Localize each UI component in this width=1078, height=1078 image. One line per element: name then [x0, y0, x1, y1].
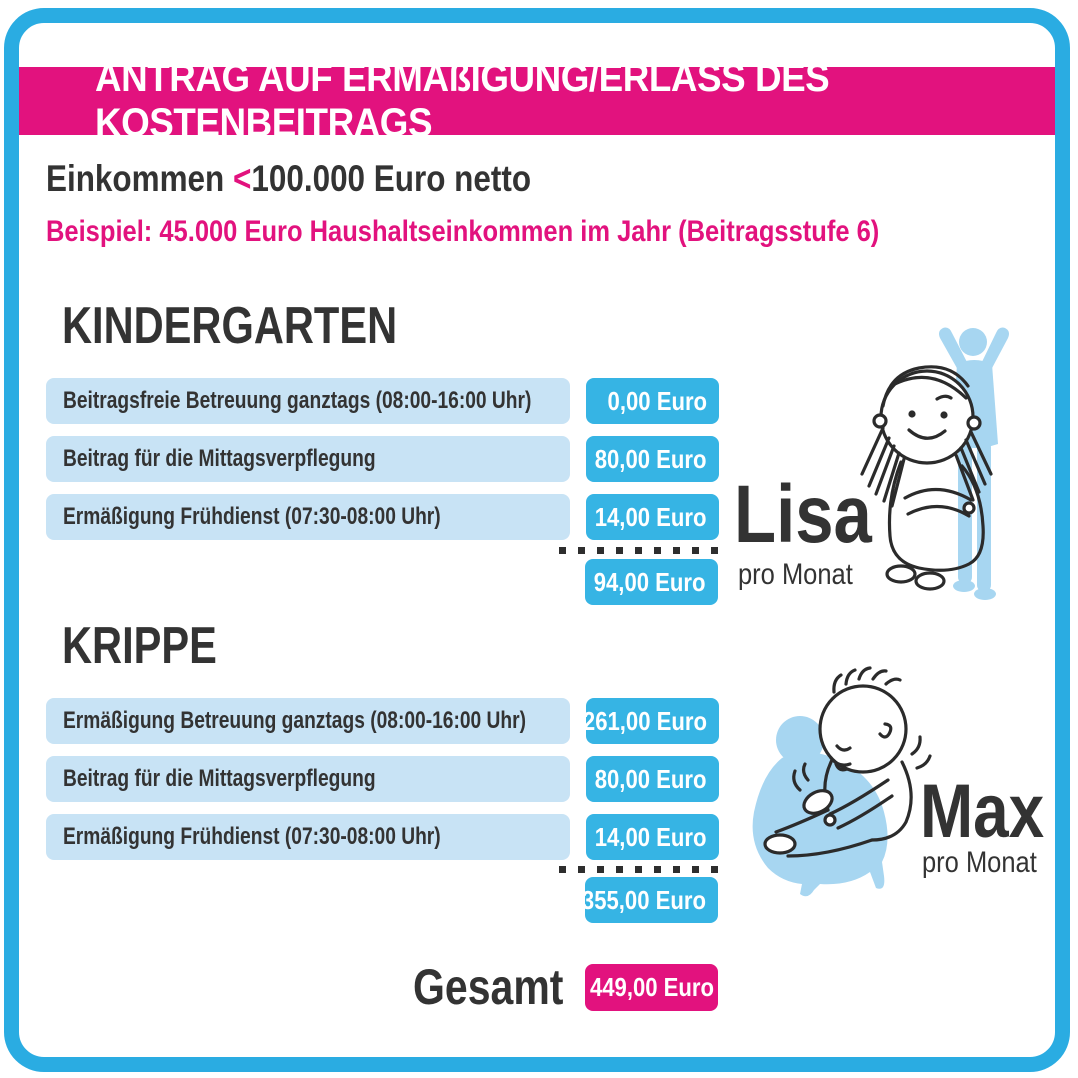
row-label: Ermäßigung Frühdienst (07:30-08:00 Uhr) [46, 814, 570, 860]
row-label: Beitrag für die Mittagsverpflegung [46, 756, 570, 802]
sum-divider-dotted-line [559, 547, 726, 554]
crawling-baby-silhouette [752, 716, 888, 897]
baby-line-art [763, 666, 932, 858]
table-row: Beitrag für die Mittagsverpflegung 80,00… [46, 756, 719, 802]
row-label: Ermäßigung Betreuung ganztags (08:00-16:… [46, 698, 570, 744]
per-month-caption: pro Monat [738, 558, 853, 591]
grand-total-label: Gesamt [412, 959, 563, 1015]
income-amount: 100.000 Euro netto [251, 158, 532, 199]
child-name-lisa: Lisa [734, 469, 872, 560]
table-row: Beitragsfreie Betreuung ganztags (08:00-… [46, 378, 719, 424]
sum-divider-dotted-line [559, 866, 726, 873]
girl-line-art [860, 365, 993, 591]
table-row: Ermäßigung Frühdienst (07:30-08:00 Uhr) … [46, 494, 719, 540]
kindergarten-rows: Beitragsfreie Betreuung ganztags (08:00-… [46, 378, 719, 540]
table-row: Ermäßigung Betreuung ganztags (08:00-16:… [46, 698, 719, 744]
per-month-caption: pro Monat [922, 846, 1037, 879]
kindergarten-total-box: 94,00 Euro [585, 559, 718, 605]
child-name-max: Max [920, 769, 1045, 854]
row-label: Beitragsfreie Betreuung ganztags (08:00-… [46, 378, 570, 424]
title-bar: ANTRAG AUF ERMÄßIGUNG/ERLASS DES KOSTENB… [19, 56, 1055, 145]
table-row: Ermäßigung Frühdienst (07:30-08:00 Uhr) … [46, 814, 719, 860]
less-than-symbol: < [233, 158, 252, 199]
income-prefix: Einkommen [46, 158, 233, 199]
row-label: Ermäßigung Frühdienst (07:30-08:00 Uhr) [46, 494, 570, 540]
girl-illustration [860, 327, 1009, 600]
row-label: Beitrag für die Mittagsverpflegung [46, 436, 570, 482]
row-value: 14,00 Euro [586, 814, 719, 860]
row-value: 80,00 Euro [586, 756, 719, 802]
row-value: 0,00 Euro [586, 378, 719, 424]
row-value: 14,00 Euro [586, 494, 719, 540]
section-title-krippe: KRIPPE [62, 617, 217, 675]
row-value: 80,00 Euro [586, 436, 719, 482]
table-row: Beitrag für die Mittagsverpflegung 80,00… [46, 436, 719, 482]
row-value: 261,00 Euro [583, 698, 719, 744]
income-line: Einkommen <100.000 Euro netto [46, 158, 617, 200]
page-title: ANTRAG AUF ERMÄßIGUNG/ERLASS DES KOSTENB… [95, 56, 830, 145]
krippe-total-box: 355,00 Euro [582, 877, 718, 923]
section-title-kindergarten: KINDERGARTEN [62, 297, 398, 355]
baby-illustration [752, 666, 932, 897]
krippe-rows: Ermäßigung Betreuung ganztags (08:00-16:… [46, 698, 719, 860]
grand-total-box: 449,00 Euro [585, 964, 718, 1011]
example-line: Beispiel: 45.000 Euro Haushaltseinkommen… [46, 215, 880, 248]
